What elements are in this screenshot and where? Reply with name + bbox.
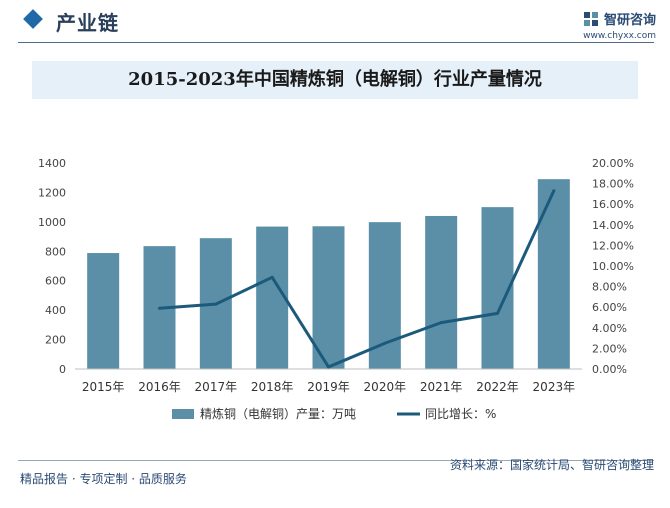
x-tick-label: 2021年 [420, 380, 463, 394]
bar-2019年 [312, 226, 345, 369]
growth-point-2020年 [383, 341, 387, 345]
right-tick-label: 0.00% [592, 363, 627, 376]
bar-2015年 [87, 253, 120, 369]
chart-title: 2015-2023年中国精炼铜（电解铜）行业产量情况 [32, 61, 638, 99]
bar-2021年 [425, 215, 458, 369]
bar-2023年 [537, 179, 570, 369]
brand-logo-icon [583, 11, 598, 26]
x-tick-label: 2019年 [307, 380, 350, 394]
x-tick-label: 2017年 [195, 380, 238, 394]
growth-line [159, 190, 556, 369]
right-tick-label: 12.00% [592, 239, 634, 252]
x-axis: 2015年 2016年 2017年 2018年 2019年 2020年 2021年 2022年… [75, 368, 582, 394]
right-tick-label: 16.00% [592, 198, 634, 211]
right-tick-label: 14.00% [592, 219, 634, 232]
legend-bar-label: 精炼铜（电解铜）产量：万吨 [200, 406, 356, 421]
right-tick-label: 18.00% [592, 178, 634, 191]
growth-point-2023年 [552, 189, 556, 193]
chart: 0 200 400 600 800 1000 1200 1400 0.00% 2.00% 4.00… [38, 157, 634, 421]
source-note: 资料来源：国家统计局、智研咨询整理 [449, 458, 654, 472]
x-tick-label: 2022年 [476, 380, 519, 394]
left-axis: 0 200 400 600 800 1000 1200 1400 [38, 157, 66, 376]
header: 产业链 智研咨询 www.chyxx.com [0, 0, 670, 48]
brand: 智研咨询 www.chyxx.com [583, 8, 656, 41]
left-tick-label: 1400 [38, 157, 66, 170]
left-tick-label: 1000 [38, 216, 66, 229]
growth-point-2018年 [270, 275, 274, 279]
right-tick-label: 8.00% [592, 281, 627, 294]
left-tick-label: 0 [59, 363, 66, 376]
right-tick-label: 20.00% [592, 157, 634, 170]
legend-bar-swatch [172, 409, 194, 419]
legend: 精炼铜（电解铜）产量：万吨 同比增长：% [172, 406, 496, 421]
line-series [158, 189, 556, 369]
growth-point-2016年 [158, 306, 161, 310]
brand-url: www.chyxx.com [583, 31, 656, 41]
x-tick-label: 2020年 [364, 380, 407, 394]
x-tick-label: 2015年 [82, 380, 125, 394]
right-tick-label: 10.00% [592, 260, 634, 273]
right-axis: 0.00% 2.00% 4.00% 6.00% 8.00% 10.00% 12.00% 14.… [592, 157, 634, 376]
footer-divider [18, 460, 654, 461]
right-tick-label: 6.00% [592, 301, 627, 314]
brand-name: 智研咨询 [603, 13, 656, 28]
right-tick-label: 2.00% [592, 342, 627, 355]
legend-line-label: 同比增长：% [425, 407, 496, 421]
growth-point-2017年 [214, 302, 218, 306]
section-title: 产业链 [56, 11, 119, 35]
left-tick-label: 1200 [38, 186, 66, 199]
left-tick-label: 200 [45, 334, 66, 347]
right-tick-label: 4.00% [592, 322, 627, 335]
x-tick-label: 2016年 [138, 380, 181, 394]
left-tick-label: 600 [45, 275, 66, 288]
x-tick-label: 2023年 [533, 380, 576, 394]
header-divider [18, 42, 654, 43]
growth-point-2021年 [439, 321, 443, 325]
bar-2018年 [256, 226, 289, 369]
footer-slogan: 精品报告 · 专项定制 · 品质服务 [20, 472, 187, 486]
x-tick-label: 2018年 [251, 380, 294, 394]
growth-point-2019年 [327, 365, 330, 369]
growth-point-2022年 [496, 311, 499, 315]
left-tick-label: 400 [45, 304, 66, 317]
left-tick-label: 800 [45, 245, 66, 258]
bar-series [87, 179, 570, 369]
